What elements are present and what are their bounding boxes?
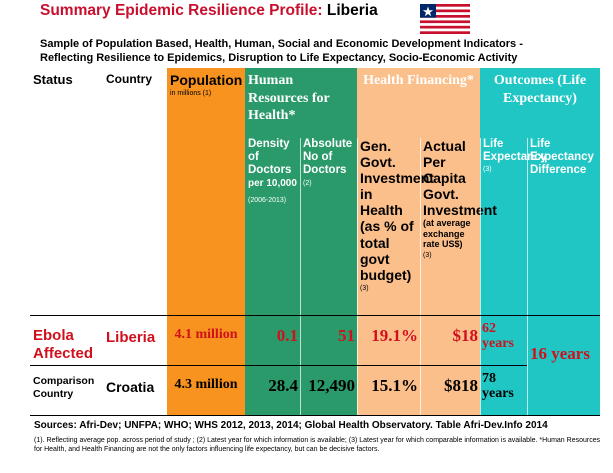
flag [420,4,470,34]
row-cell: 78 years [482,371,514,402]
subcolumn-label: Absolute No of Doctors [303,138,353,177]
column-divider [420,138,421,415]
subtitle: Reflecting Resilience to Epidemics, Disr… [40,52,518,64]
row-cell: 12,490 [308,376,355,395]
star [422,6,434,17]
row-cell: 0.1 [276,326,298,345]
column-divider [527,138,528,415]
notes: (1). Reflecting average pop. across peri… [34,437,601,454]
column-band [357,68,480,415]
subcolumn-label: Life Expectancy [483,138,547,164]
subcolumn-heading: Life Expectancy (3) [483,138,547,174]
column-heading: Outcomes (Life Expectancy) [493,73,587,106]
title: Summary Epidemic Resilience Profile: Lib… [40,2,378,20]
life-expectancy-difference: 16 years [530,344,590,363]
column-band [480,68,600,415]
subcolumn-note: (2006-2013) [248,197,287,205]
title-country: Liberia [326,2,378,19]
subcolumn-heading: Actual Per Capita Govt. Investment (at av… [423,138,497,260]
subtitle: Sample of Population Based, Health, Huma… [40,38,523,50]
row-cell: 28.4 [268,376,298,395]
column-heading: Status [33,72,73,87]
column-band [167,68,245,415]
row-cell: 4.1 million [174,327,238,342]
row-cell: $818 [444,376,478,395]
subcolumn-label: Actual Per Capita Govt. Investment [423,138,497,219]
population-note: in millions (1) [170,90,212,97]
column-heading: Population [170,72,243,88]
row-status: Ebola Affected [33,327,94,362]
subcolumn-heading: Density of Doctors per 10,000 (2006-2013) [248,138,298,205]
row-rule [30,315,600,316]
subcolumn-heading: Absolute No of Doctors (2) [303,138,355,188]
row-cell: 51 [338,326,355,345]
row-country: Liberia [106,329,156,346]
column-divider [357,138,358,415]
row-status: Comparison Country [33,375,95,400]
row-rule [30,365,527,366]
column-band [245,68,357,415]
subcolumn-heading: Life Expectancy Difference [530,138,598,178]
column-divider [300,138,301,415]
subcolumn-detail: per 10,000 [248,177,297,189]
subcolumn-label: Gen. Govt. Investment in Health (as % of… [360,138,434,283]
subcolumn-note: (2) [303,179,312,187]
subcolumn-detail: (at average exchange rate US$) [423,218,471,250]
row-cell: 4.3 million [174,377,238,392]
column-divider [480,138,481,415]
subcolumn-label: Density of Doctors [248,138,292,177]
row-country: Croatia [106,379,155,395]
subcolumn-note: (3) [360,284,369,292]
row-cell: 62 years [482,321,514,352]
subcolumn-heading: Gen. Govt. Investment in Health (as % of… [360,138,434,293]
subcolumn-note: (3) [423,251,432,259]
column-heading: Country [106,72,152,86]
subcolumn-note: (3) [483,166,492,174]
row-cell: 15.1% [371,376,418,395]
row-rule [30,415,600,416]
row-cell: 19.1% [371,326,418,345]
sources: Sources: Afri-Dev; UNFPA; WHO; WHS 2012,… [34,420,548,431]
stripes [420,4,470,34]
title-text: Summary Epidemic Resilience Profile: [40,2,323,19]
row-cell: $18 [452,326,479,345]
column-heading: Health Financing* [363,73,474,88]
column-heading: Human Resources for Health* [248,73,330,123]
subcolumn-label: Life Expectancy Difference [530,138,594,177]
